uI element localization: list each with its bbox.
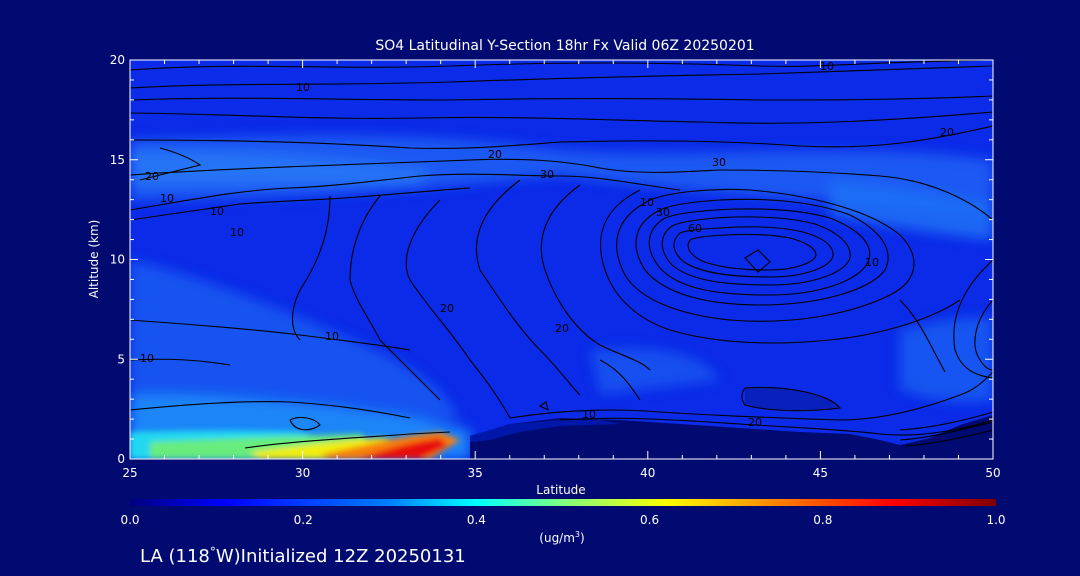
y-axis-label: Altitude (km) — [87, 220, 101, 299]
contour-label: 20 — [488, 148, 502, 161]
x-tick-label: 30 — [295, 466, 310, 480]
axis-layer: 25 30 35 40 45 50 0 5 10 15 20 — [110, 53, 1001, 480]
plateau-dark-region — [745, 387, 840, 411]
contour-label: 10 — [820, 60, 834, 73]
contour-lines — [130, 60, 993, 449]
colorbar — [130, 499, 996, 506]
colorbar-tick-label: 1.0 — [986, 513, 1005, 527]
contour-label: 60 — [688, 222, 702, 235]
right-lower-region — [900, 317, 993, 402]
y-tick-label: 15 — [110, 153, 125, 167]
concentration-field: 10 20 30 10 20 30 10 20 60 10 20 10 30 1… — [130, 60, 993, 459]
contour-label: 10 — [140, 352, 154, 365]
y-tick-label: 0 — [117, 452, 125, 466]
contour-label: 10 — [210, 205, 224, 218]
y-tick-label: 20 — [110, 53, 125, 67]
colorbar-tick-label: 0.6 — [640, 513, 659, 527]
contour-label: 20 — [145, 170, 159, 183]
contour-label: 10 — [865, 256, 879, 269]
colorbar-tick-label: 0.2 — [294, 513, 313, 527]
x-axis-label: Latitude — [536, 483, 585, 497]
contour-label: 30 — [540, 168, 554, 181]
terrain-shadow — [470, 420, 620, 442]
chart-title: SO4 Latitudinal Y-Section 18hr Fx Valid … — [375, 38, 754, 54]
x-tick-label: 40 — [640, 466, 655, 480]
contour-label: 20 — [748, 416, 762, 429]
footer-degree: ° — [210, 545, 216, 559]
colorbar-tick-labels: 0.0 0.2 0.4 0.6 0.8 1.0 — [120, 513, 1005, 527]
contour-label: 10 — [582, 408, 596, 421]
colorbar-unit-label: (ug/m — [539, 531, 575, 545]
left-mid-region — [130, 260, 460, 430]
contour-label: 10 — [230, 226, 244, 239]
colorbar-tick-label: 0.0 — [120, 513, 139, 527]
upper-layer-band — [130, 135, 993, 215]
terrain-mask — [470, 415, 993, 459]
y-tick-label: 10 — [110, 253, 125, 267]
surface-layer-red — [360, 438, 448, 459]
colorbar-tick-label: 0.8 — [813, 513, 832, 527]
contour-label: 10 — [160, 192, 174, 205]
right-upper-region — [830, 180, 993, 240]
x-tick-label: 45 — [813, 466, 828, 480]
colorbar-tick-label: 0.4 — [467, 513, 486, 527]
contour-labels: 10 20 30 10 20 30 10 20 60 10 20 10 30 1… — [140, 60, 954, 429]
contour-label: 20 — [555, 322, 569, 335]
x-tick-label: 35 — [468, 466, 483, 480]
colorbar-unit-close: ) — [580, 531, 585, 545]
contour-label: 30 — [656, 206, 670, 219]
contour-label: 20 — [940, 126, 954, 139]
contour-label: 30 — [712, 156, 726, 169]
colorbar-unit-sup: 3 — [575, 530, 580, 539]
contour-label: 10 — [640, 196, 654, 209]
footer-suffix: W)Initialized 12Z 20250131 — [216, 546, 466, 567]
footer-prefix: LA (118 — [140, 546, 210, 567]
x-tick-label: 25 — [122, 466, 137, 480]
y-tick-label: 5 — [117, 352, 125, 366]
contour-label: 20 — [440, 302, 454, 315]
colorbar-unit: (ug/m3) — [539, 530, 584, 545]
contour-label: 10 — [325, 330, 339, 343]
x-tick-label: 50 — [985, 466, 1000, 480]
contour-label: 10 — [296, 81, 310, 94]
mid-lower-region — [590, 348, 720, 395]
footer-text: LA (118°W)Initialized 12Z 20250131 — [140, 545, 466, 567]
